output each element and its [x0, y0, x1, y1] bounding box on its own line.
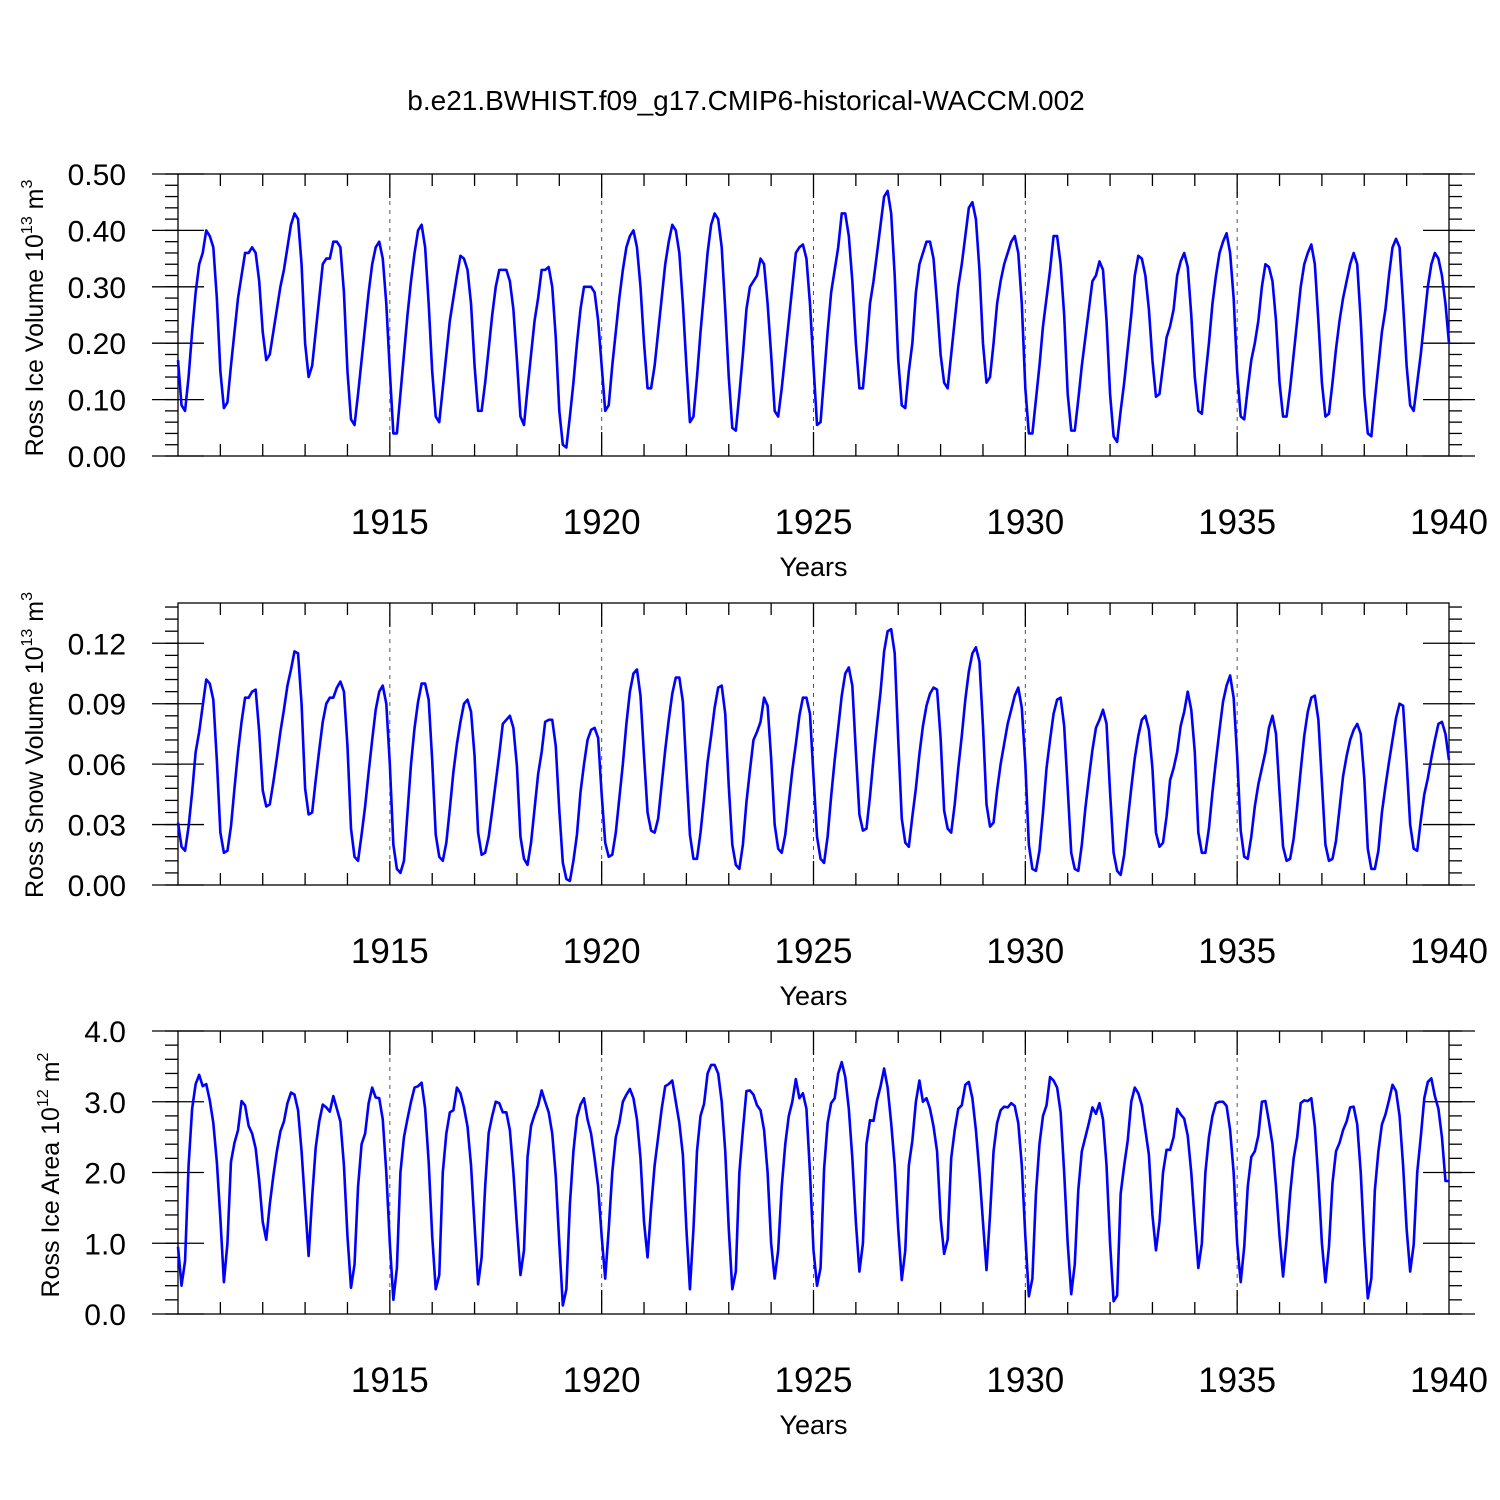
y-tick-label: 2.0 [84, 1158, 126, 1191]
y-tick-label: 0.20 [68, 328, 126, 361]
y-tick-label: 0.0 [84, 1299, 126, 1332]
x-tick-label: 1930 [986, 503, 1064, 542]
y-tick-label: 0.09 [68, 689, 126, 722]
x-axis-label: Years [779, 1410, 847, 1440]
x-tick-label: 1930 [986, 1361, 1064, 1400]
y-tick-label: 0.12 [68, 628, 126, 661]
x-tick-label: 1925 [775, 1361, 853, 1400]
x-tick-label: 1920 [563, 1361, 641, 1400]
y-tick-label: 3.0 [84, 1087, 126, 1120]
panel-ross-ice-area: 0.0 1.0 2.0 3.0 4.0 1915 1920 1925 1930 1935 1940 Y… [35, 1016, 1488, 1440]
y-axis-label: Ross Snow Volume 1013 m3 [19, 592, 49, 898]
figure-title: b.e21.BWHIST.f09_g17.CMIP6-historical-WA… [407, 85, 1084, 116]
y-axis-label: Ross Ice Volume 1013 m3 [19, 179, 49, 456]
panels: 0.00 0.10 0.20 0.30 0.40 0.50 1915 1920 1925 1930… [19, 159, 1488, 1440]
y-tick-label: 0.30 [68, 272, 126, 305]
x-tick-label: 1930 [986, 932, 1064, 971]
x-axis-label: Years [779, 552, 847, 582]
x-tick-label: 1935 [1198, 932, 1276, 971]
y-axis-label: Ross Ice Area 1012 m2 [35, 1052, 65, 1297]
y-tick-label: 0.10 [68, 385, 126, 418]
x-tick-label: 1935 [1198, 503, 1276, 542]
y-tick-label: 4.0 [84, 1016, 126, 1049]
x-tick-label: 1940 [1410, 503, 1488, 542]
y-tick-label: 0.50 [68, 159, 126, 192]
panel-ross-ice-volume: 0.00 0.10 0.20 0.30 0.40 0.50 1915 1920 1925 1930… [19, 159, 1488, 582]
x-tick-label: 1925 [775, 932, 853, 971]
panel-ross-snow-volume: 0.00 0.03 0.06 0.09 0.12 1915 1920 1925 1930 1935… [19, 592, 1488, 1011]
x-tick-label: 1925 [775, 503, 853, 542]
x-tick-label: 1940 [1410, 932, 1488, 971]
series-line-ross-snow-volume [176, 627, 1451, 883]
x-tick-label: 1915 [351, 503, 429, 542]
y-tick-label: 1.0 [84, 1228, 126, 1261]
y-tick-label: 0.40 [68, 215, 126, 248]
series-line-ross-ice-area [176, 1060, 1449, 1307]
x-tick-label: 1920 [563, 503, 641, 542]
x-tick-label: 1935 [1198, 1361, 1276, 1400]
x-tick-label: 1915 [351, 1361, 429, 1400]
y-tick-label: 0.00 [68, 870, 126, 903]
y-tick-label: 0.03 [68, 810, 126, 843]
series-line-ross-ice-volume [176, 189, 1451, 449]
x-axis-label: Years [779, 981, 847, 1011]
x-tick-label: 1915 [351, 932, 429, 971]
x-tick-label: 1940 [1410, 1361, 1488, 1400]
y-tick-label: 0.00 [68, 441, 126, 474]
x-tick-label: 1920 [563, 932, 641, 971]
y-tick-label: 0.06 [68, 749, 126, 782]
